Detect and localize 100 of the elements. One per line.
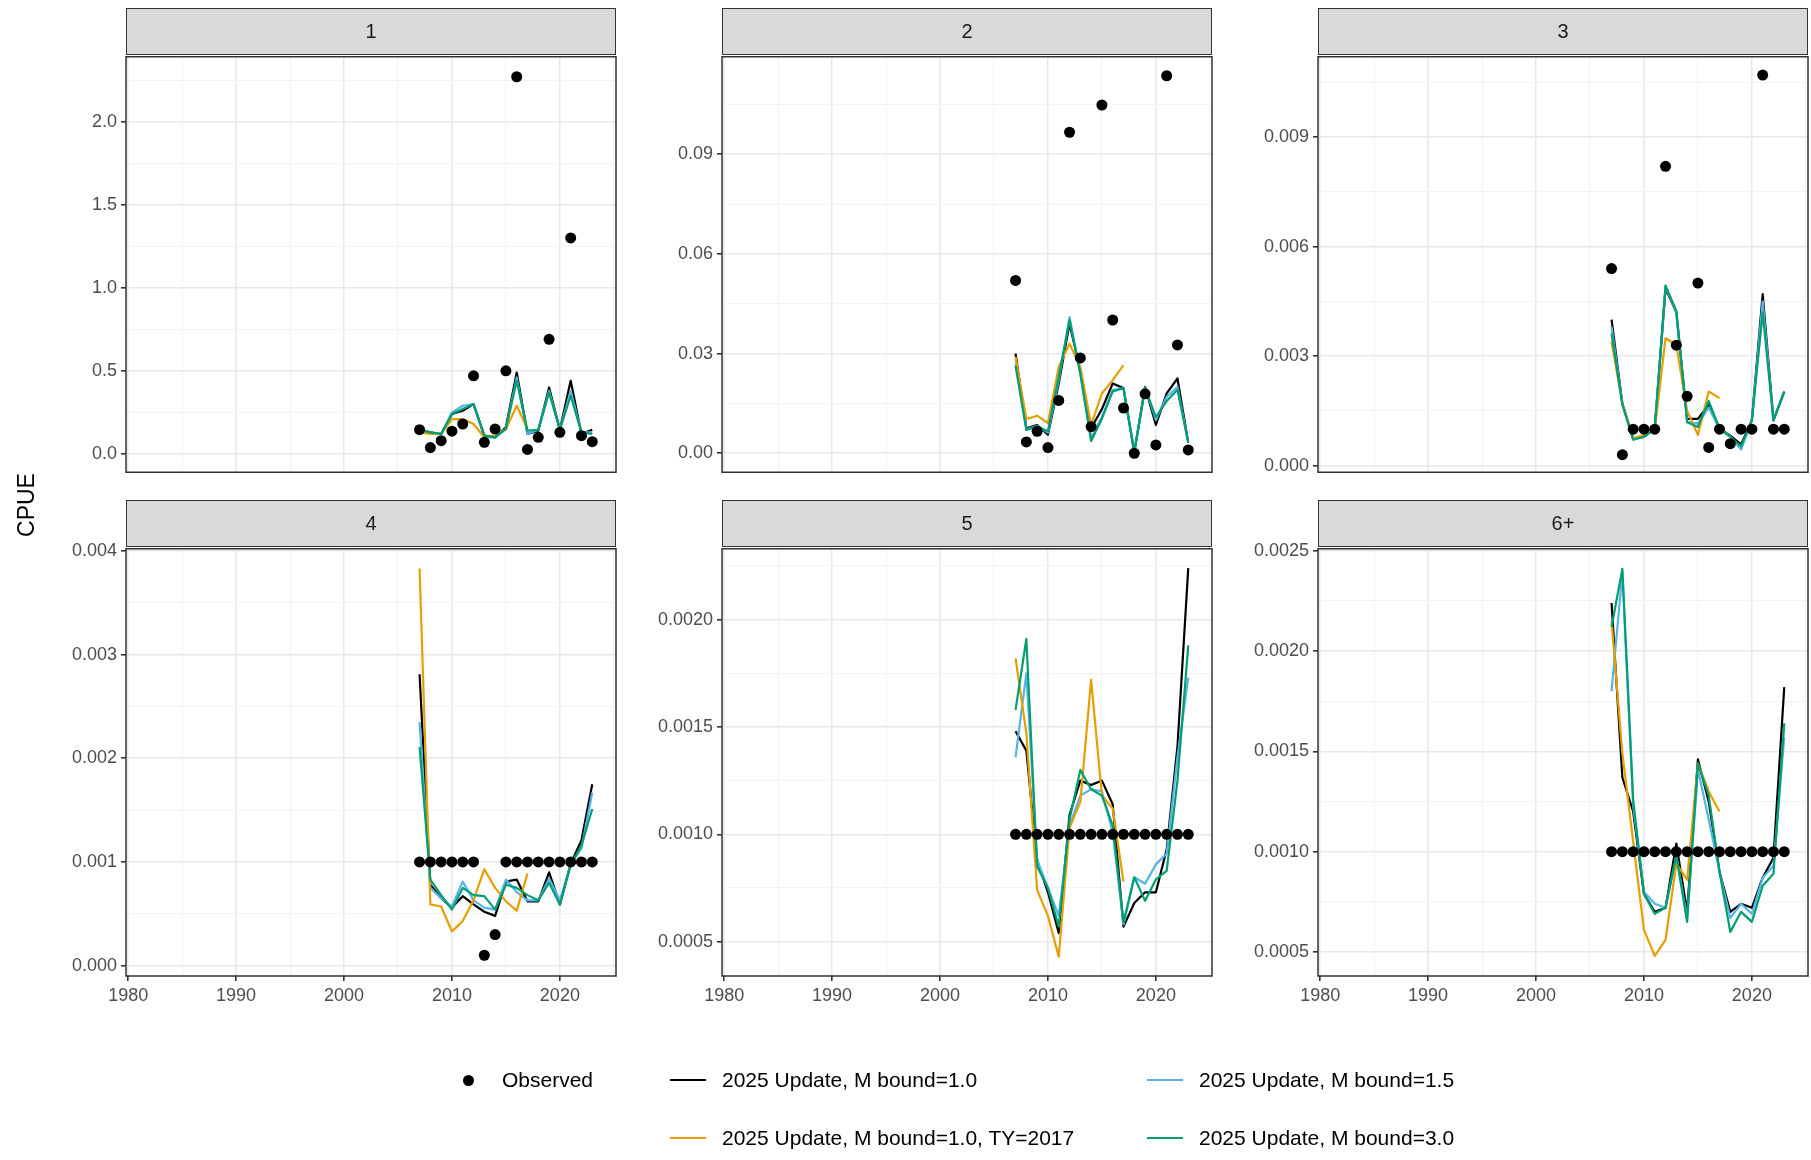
y-tick-label: 0.006 — [1263, 235, 1309, 256]
y-tick-label: 0.00 — [677, 442, 713, 463]
point — [1053, 394, 1065, 406]
point — [1171, 339, 1183, 351]
chart-title: 4 — [126, 500, 616, 547]
point — [1778, 423, 1790, 435]
chart-title: 1 — [126, 8, 616, 55]
y-tick-label: 0.0020 — [1253, 640, 1309, 661]
x-tick-label: 1990 — [812, 984, 853, 1005]
point — [1128, 447, 1140, 459]
point — [1724, 438, 1736, 450]
y-tick-label: 0.03 — [677, 342, 713, 363]
point — [500, 856, 512, 868]
y-tick-label: 0.009 — [1263, 126, 1309, 147]
point — [1096, 99, 1108, 111]
point — [457, 418, 469, 430]
point — [424, 442, 436, 454]
point — [1020, 436, 1032, 448]
x-tick-label: 1990 — [216, 984, 257, 1005]
y-tick-label: 0.001 — [71, 850, 117, 871]
chart-title: 3 — [1318, 8, 1808, 55]
point — [1767, 423, 1779, 435]
point — [1670, 339, 1682, 351]
x-tick-label: 1990 — [1408, 984, 1449, 1005]
y-tick-label: 0.0015 — [1253, 740, 1309, 761]
point — [1107, 314, 1119, 326]
x-tick-label: 1980 — [704, 984, 745, 1005]
point — [1010, 274, 1022, 286]
point — [575, 430, 587, 442]
point — [1074, 352, 1086, 364]
x-tick-label: 2020 — [539, 984, 580, 1005]
y-tick-label: 0.004 — [71, 539, 117, 560]
point — [1139, 388, 1151, 400]
y-tick-label: 0.0025 — [1253, 539, 1309, 560]
legend-label: 2025 Update, M bound=1.0, TY=2017 — [722, 1126, 1075, 1150]
point — [1085, 421, 1097, 433]
point — [1681, 390, 1693, 402]
x-tick-label: 1980 — [1300, 984, 1341, 1005]
y-tick-label: 0.003 — [71, 643, 117, 664]
y-tick-label: 0.0010 — [1253, 840, 1309, 861]
point — [468, 370, 480, 382]
point — [1150, 439, 1162, 451]
point — [1746, 423, 1758, 435]
point — [1638, 423, 1650, 435]
y-tick-label: 0.5 — [91, 359, 117, 380]
point — [575, 856, 587, 868]
point — [1660, 160, 1672, 172]
y-tick-label: 0.0005 — [657, 930, 713, 951]
chart-title: 5 — [722, 500, 1212, 547]
point — [522, 443, 533, 455]
point — [1064, 126, 1076, 138]
point — [1703, 441, 1715, 453]
y-tick-label: 1.5 — [91, 193, 117, 214]
point — [457, 856, 469, 868]
point — [522, 856, 533, 868]
point — [489, 929, 501, 941]
legend-label: 2025 Update, M bound=3.0 — [1199, 1126, 1455, 1150]
y-tick-label: 0.0010 — [657, 823, 713, 844]
point — [446, 856, 458, 868]
point — [435, 856, 447, 868]
point — [478, 949, 490, 961]
point — [1161, 70, 1173, 82]
y-tick-label: 0.0015 — [657, 715, 713, 736]
y-tick-label: 0.003 — [1263, 345, 1309, 366]
point — [489, 423, 501, 435]
chart-title: 2 — [722, 8, 1212, 55]
point — [565, 232, 577, 244]
x-tick-label: 2000 — [919, 984, 961, 1005]
y-tick-label: 0.002 — [71, 747, 117, 768]
chart-title: 6+ — [1318, 500, 1808, 547]
point — [554, 856, 566, 868]
point — [1616, 449, 1628, 461]
x-tick-label: 2010 — [431, 984, 472, 1005]
point — [446, 425, 458, 437]
point — [511, 71, 523, 83]
point — [532, 431, 544, 443]
point — [1649, 423, 1661, 435]
point — [1757, 69, 1769, 81]
point — [1606, 263, 1618, 275]
point — [1692, 277, 1704, 289]
y-axis-title: CPUE — [12, 473, 40, 537]
legend-label: Observed — [502, 1068, 594, 1092]
point — [424, 856, 436, 868]
point — [565, 856, 577, 868]
y-tick-label: 0.06 — [677, 242, 713, 263]
y-tick-label: 0.0005 — [1253, 940, 1309, 961]
point — [1627, 423, 1639, 435]
x-tick-label: 1980 — [108, 984, 149, 1005]
point — [1735, 423, 1747, 435]
y-tick-label: 1.0 — [91, 276, 117, 297]
point — [511, 856, 523, 868]
legend-label: 2025 Update, M bound=1.5 — [1199, 1068, 1455, 1092]
point — [1714, 423, 1725, 435]
point — [543, 333, 555, 345]
y-tick-label: 0.0 — [91, 442, 117, 463]
y-tick-label: 0.000 — [71, 954, 117, 975]
x-tick-label: 2000 — [323, 984, 365, 1005]
x-tick-label: 2010 — [1027, 984, 1068, 1005]
point — [554, 426, 566, 438]
point — [414, 856, 426, 868]
